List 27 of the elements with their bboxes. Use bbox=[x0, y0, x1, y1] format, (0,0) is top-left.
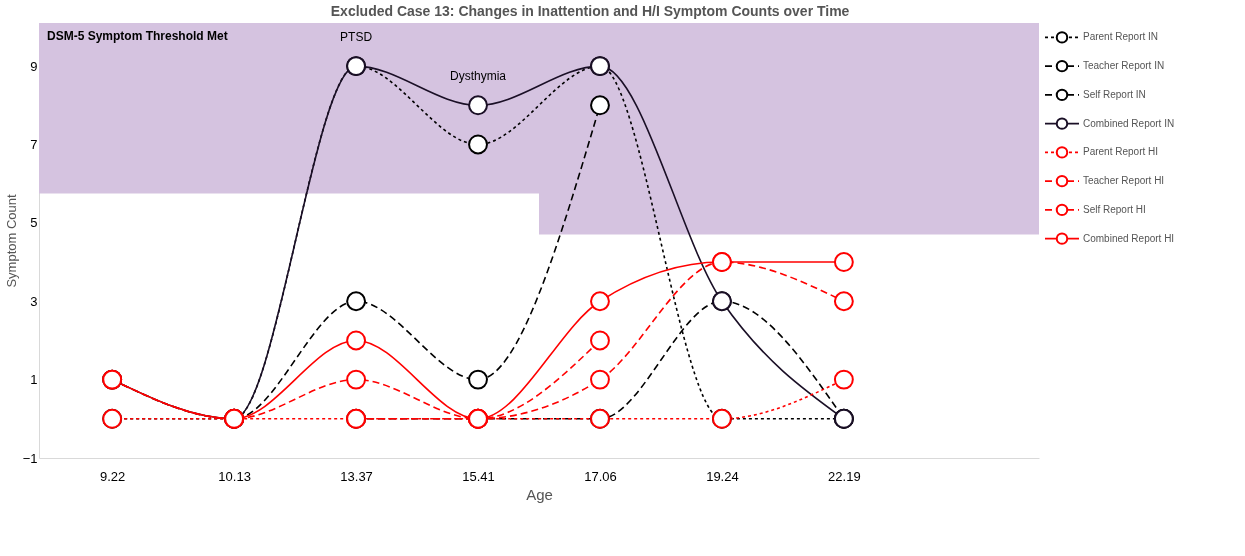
legend-label: Parent Report IN bbox=[1083, 31, 1159, 43]
y-tick-label: 9 bbox=[30, 58, 38, 74]
y-tick-label: 7 bbox=[30, 136, 38, 152]
legend-label: Self Report HI bbox=[1083, 203, 1146, 215]
chart-title: Excluded Case 13: Changes in Inattention and H/I Symptom Counts over Time bbox=[330, 3, 850, 19]
x-tick-label: 10.13 bbox=[218, 468, 251, 484]
x-tick-label: 15.41 bbox=[462, 468, 495, 484]
y-axis-title: Symptom Count bbox=[3, 194, 19, 288]
x-tick-label: 13.37 bbox=[340, 468, 373, 484]
x-tick-label: 9.22 bbox=[100, 468, 126, 484]
band-label: DSM-5 Symptom Threshold Met bbox=[47, 29, 228, 43]
legend-label: Parent Report HI bbox=[1083, 146, 1159, 158]
y-tick-label: 3 bbox=[30, 293, 38, 309]
x-axis-title: Age bbox=[526, 485, 553, 503]
legend-label: Teacher Report HI bbox=[1083, 175, 1165, 187]
x-tick-label: 19.24 bbox=[706, 468, 739, 484]
legend-label: Self Report IN bbox=[1083, 88, 1146, 100]
annotation: Dysthymia bbox=[450, 69, 507, 84]
x-tick-label: 17.06 bbox=[584, 468, 617, 484]
y-tick-label: 5 bbox=[30, 215, 38, 231]
legend-label: Teacher Report IN bbox=[1083, 60, 1165, 72]
y-tick-label: 1 bbox=[30, 372, 38, 388]
legend-label: Combined Report IN bbox=[1083, 117, 1175, 129]
x-tick-label: 22.19 bbox=[828, 468, 861, 484]
annotation: PTSD bbox=[340, 30, 373, 45]
legend-label: Combined Report HI bbox=[1083, 232, 1175, 244]
y-tick-label: −1 bbox=[22, 450, 38, 466]
